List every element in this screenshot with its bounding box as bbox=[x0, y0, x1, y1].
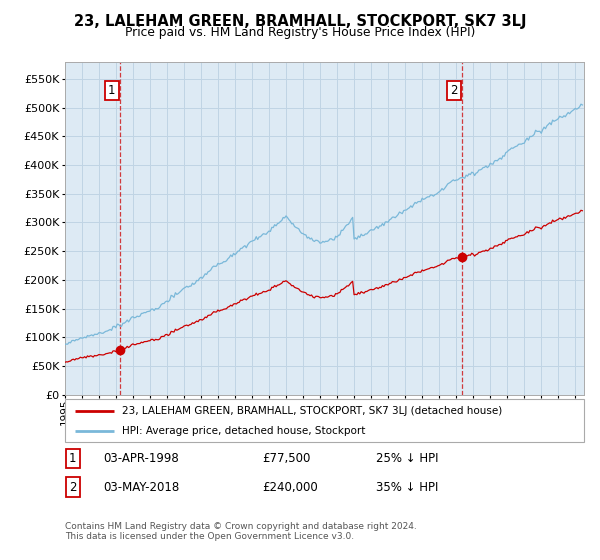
Text: Contains HM Land Registry data © Crown copyright and database right 2024.
This d: Contains HM Land Registry data © Crown c… bbox=[65, 522, 416, 542]
Text: Price paid vs. HM Land Registry's House Price Index (HPI): Price paid vs. HM Land Registry's House … bbox=[125, 26, 475, 39]
Text: HPI: Average price, detached house, Stockport: HPI: Average price, detached house, Stoc… bbox=[122, 427, 365, 436]
Text: 1: 1 bbox=[69, 452, 76, 465]
Text: 03-APR-1998: 03-APR-1998 bbox=[104, 452, 179, 465]
Text: 2: 2 bbox=[450, 84, 457, 97]
FancyBboxPatch shape bbox=[65, 399, 584, 442]
Text: £240,000: £240,000 bbox=[262, 481, 318, 494]
Text: 1: 1 bbox=[108, 84, 115, 97]
Text: £77,500: £77,500 bbox=[262, 452, 310, 465]
Text: 03-MAY-2018: 03-MAY-2018 bbox=[104, 481, 180, 494]
Text: 25% ↓ HPI: 25% ↓ HPI bbox=[376, 452, 439, 465]
Text: 23, LALEHAM GREEN, BRAMHALL, STOCKPORT, SK7 3LJ: 23, LALEHAM GREEN, BRAMHALL, STOCKPORT, … bbox=[74, 14, 526, 29]
Text: 35% ↓ HPI: 35% ↓ HPI bbox=[376, 481, 439, 494]
Text: 23, LALEHAM GREEN, BRAMHALL, STOCKPORT, SK7 3LJ (detached house): 23, LALEHAM GREEN, BRAMHALL, STOCKPORT, … bbox=[122, 405, 502, 416]
Text: 2: 2 bbox=[69, 481, 76, 494]
